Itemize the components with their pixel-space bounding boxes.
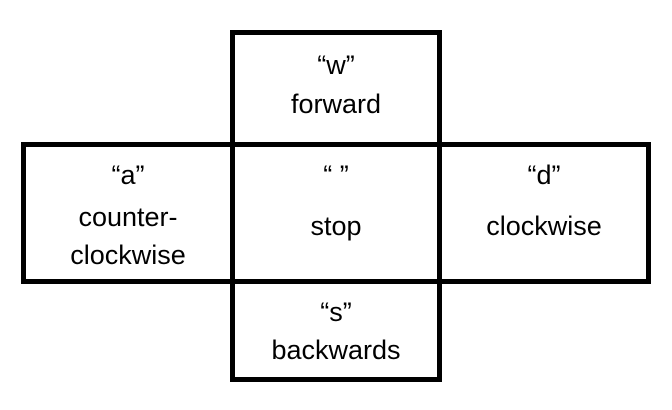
key-d-box: “d” clockwise (437, 142, 651, 284)
key-w-label: “w” (317, 50, 355, 80)
key-w-box: “w” forward (230, 30, 442, 147)
key-a-action-line2: clockwise (70, 240, 186, 270)
key-space-label: “ ” (323, 160, 349, 190)
key-d-label: “d” (527, 160, 561, 190)
key-space-box: “ ” stop (230, 142, 442, 284)
key-s-label: “s” (320, 297, 352, 327)
key-d-action: clockwise (486, 211, 602, 241)
key-s-action: backwards (271, 335, 401, 365)
key-a-box: “a” counter- clockwise (21, 142, 235, 284)
key-a-label: “a” (111, 160, 145, 190)
key-a-action: counter- clockwise (26, 198, 230, 274)
key-space-action: stop (310, 211, 362, 241)
key-a-action-line1: counter- (78, 202, 178, 232)
key-w-action: forward (290, 89, 382, 119)
key-s-box: “s” backwards (230, 279, 442, 382)
